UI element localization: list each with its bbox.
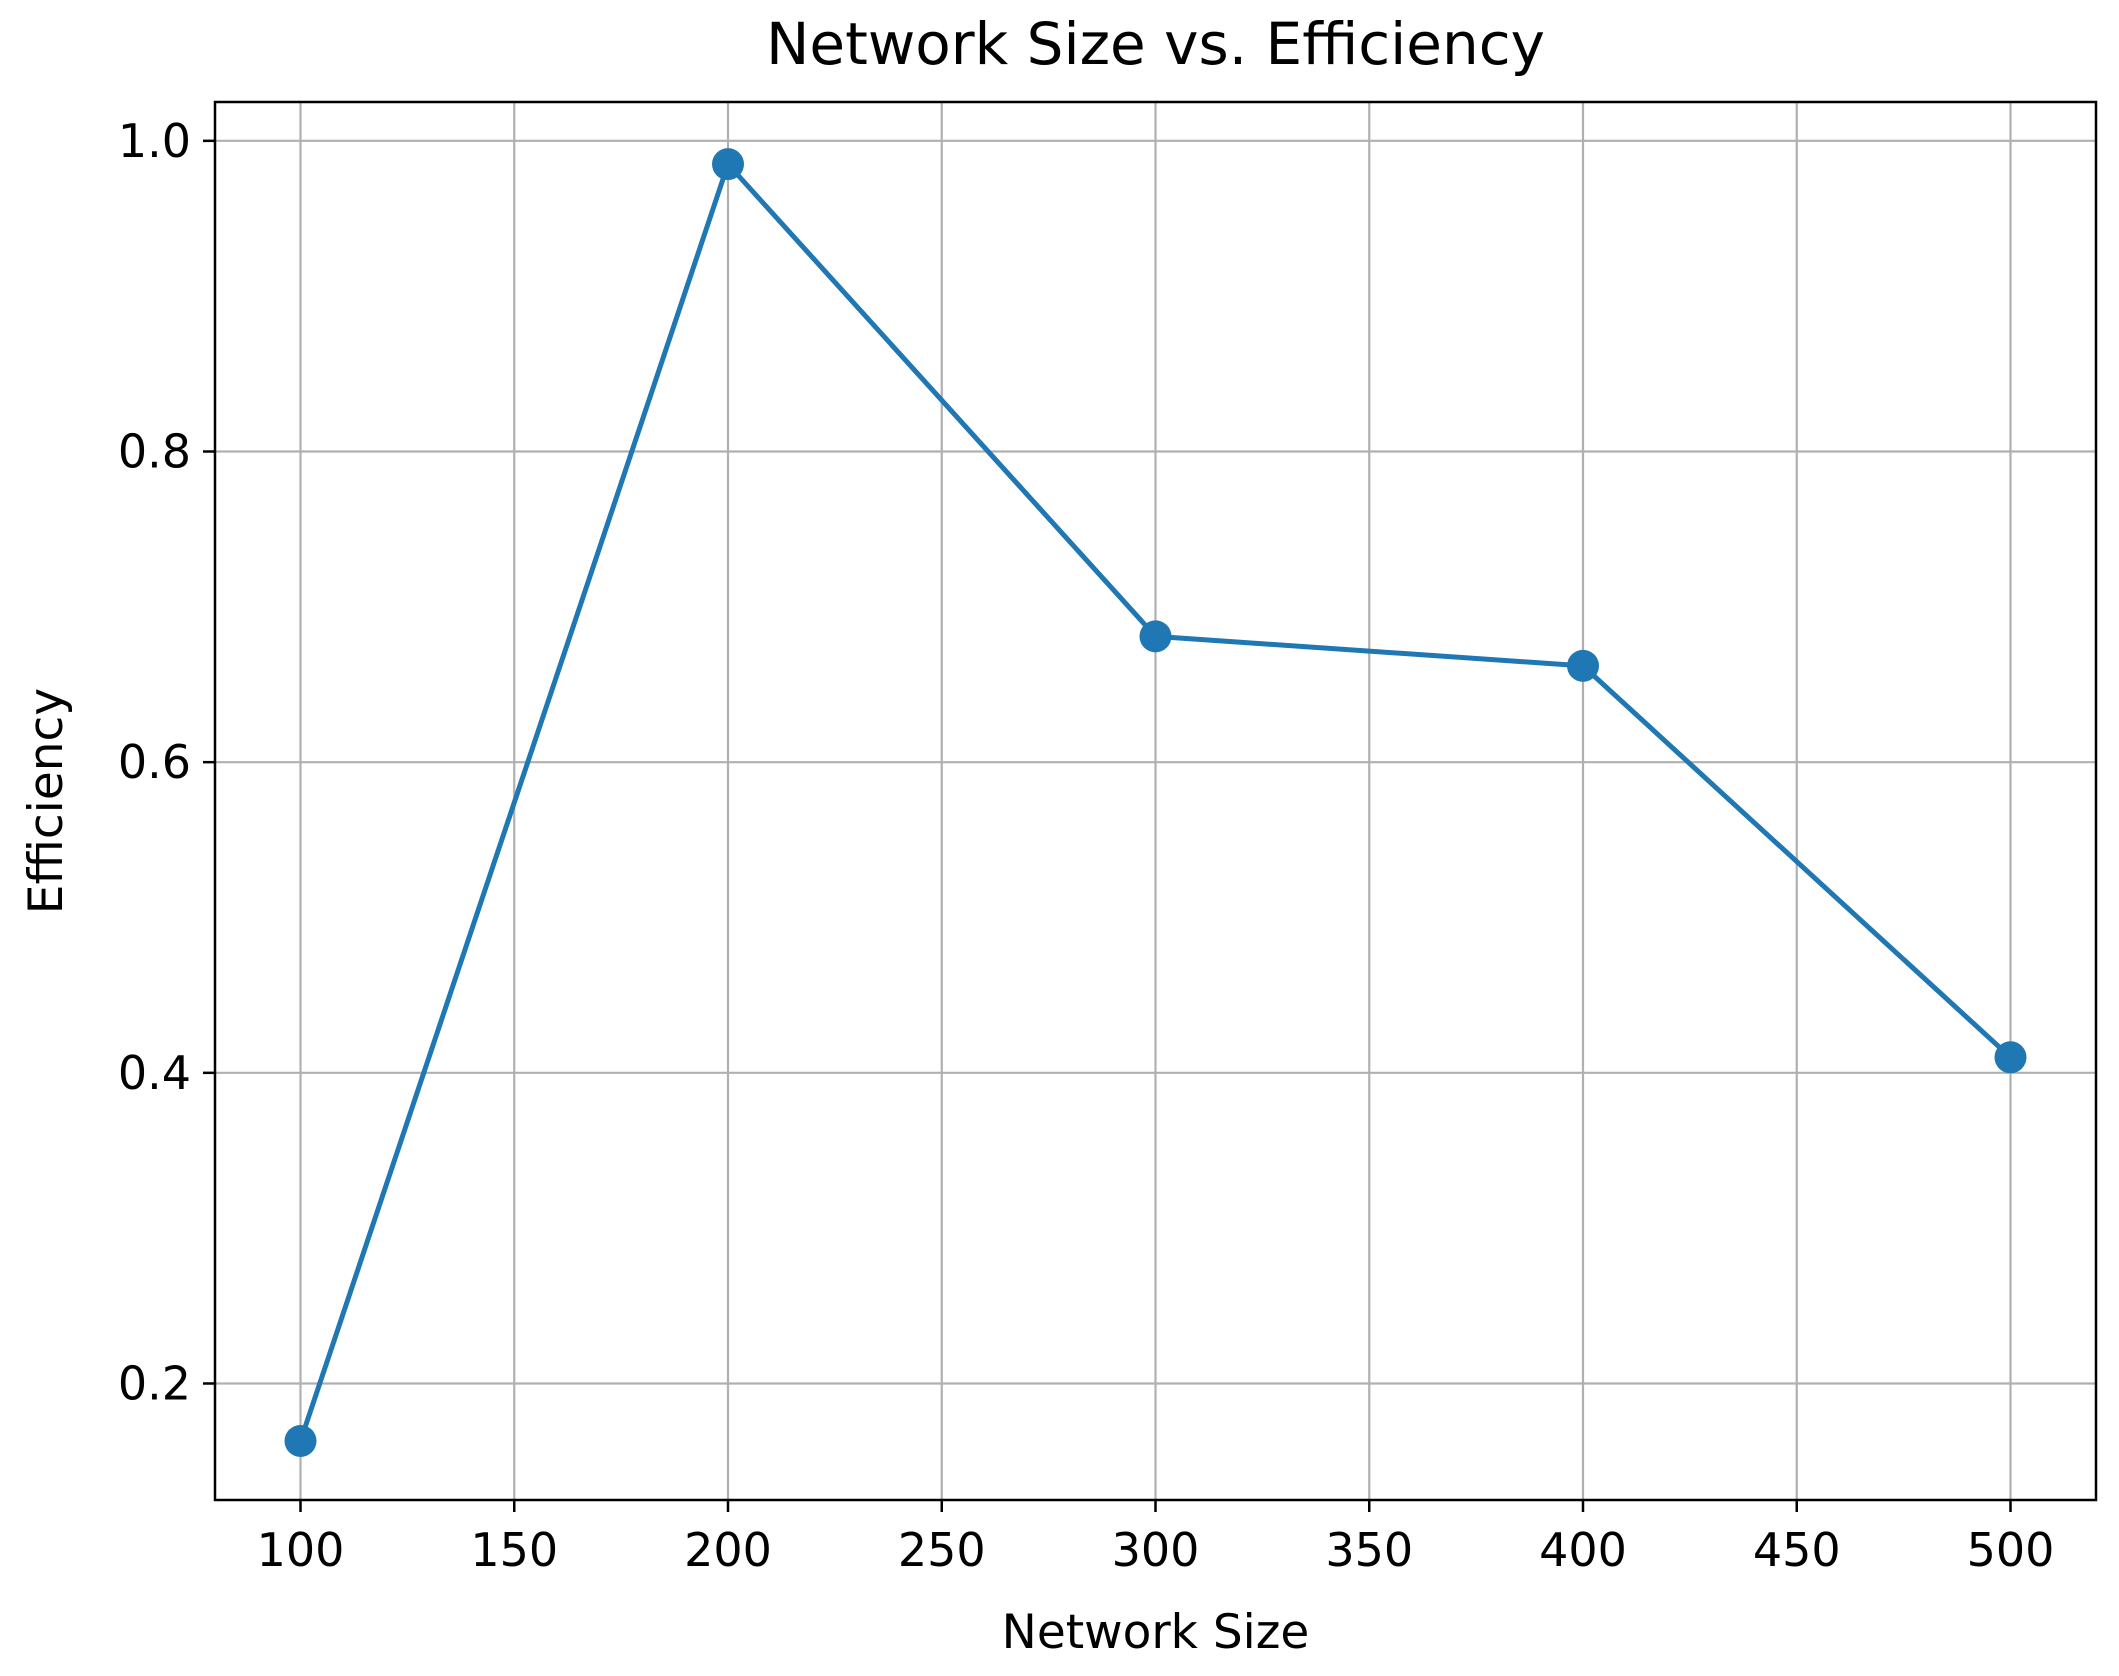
data-point — [284, 1424, 317, 1457]
chart-title: Network Size vs. Efficiency — [766, 10, 1545, 78]
x-tick-label: 250 — [898, 1523, 986, 1577]
x-tick-label: 300 — [1112, 1523, 1200, 1577]
y-axis-label: Efficiency — [19, 688, 74, 914]
grid-lines — [215, 102, 2096, 1500]
x-axis-label: Network Size — [1002, 1605, 1310, 1660]
x-tick-label: 350 — [1325, 1523, 1413, 1577]
x-tick-label: 100 — [257, 1523, 345, 1577]
axis-ticks: 100 150 200 250 300 350 400 450 500 0.2 0.4 0.6 0.8 1… — [118, 114, 2055, 1577]
x-tick-label: 200 — [684, 1523, 772, 1577]
data-series — [284, 148, 2027, 1457]
x-tick-label: 450 — [1753, 1523, 1841, 1577]
y-tick-label: 0.6 — [118, 735, 191, 789]
data-point — [712, 148, 744, 181]
data-point — [1139, 620, 1172, 653]
data-point — [1567, 649, 1599, 682]
data-point — [1994, 1041, 2027, 1074]
x-tick-label: 500 — [1967, 1523, 2055, 1577]
x-tick-label: 150 — [470, 1523, 558, 1577]
y-tick-label: 0.8 — [118, 425, 191, 479]
y-tick-label: 0.2 — [118, 1357, 191, 1411]
x-tick-label: 400 — [1539, 1523, 1627, 1577]
y-tick-label: 0.4 — [118, 1046, 191, 1100]
y-tick-label: 1.0 — [118, 114, 191, 168]
